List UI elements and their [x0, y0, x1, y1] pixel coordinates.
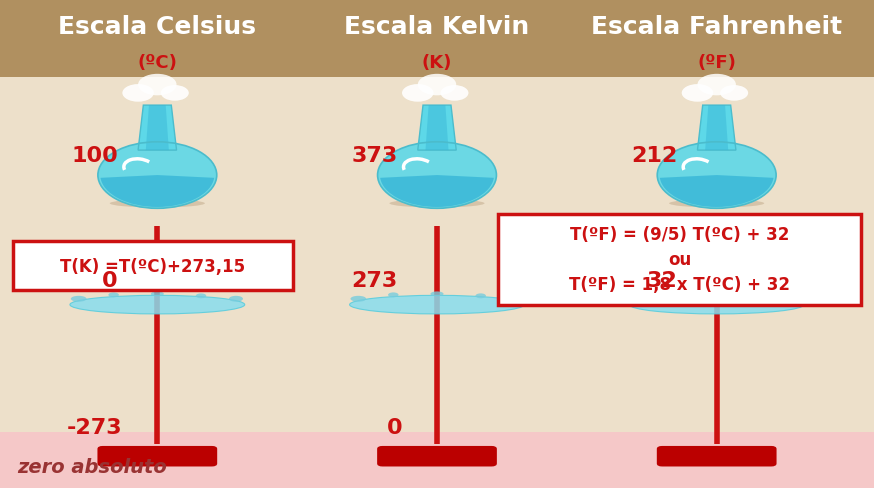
Ellipse shape — [350, 296, 524, 314]
Wedge shape — [660, 176, 773, 207]
Circle shape — [697, 75, 736, 96]
Polygon shape — [418, 106, 456, 151]
FancyBboxPatch shape — [378, 446, 496, 467]
Ellipse shape — [668, 293, 678, 298]
Circle shape — [378, 142, 496, 209]
Ellipse shape — [630, 296, 646, 302]
Ellipse shape — [71, 296, 87, 302]
Ellipse shape — [755, 294, 766, 299]
Circle shape — [720, 86, 748, 102]
Text: -273: -273 — [66, 417, 122, 437]
Circle shape — [122, 85, 154, 102]
Circle shape — [402, 85, 434, 102]
Circle shape — [418, 75, 456, 96]
Text: 0: 0 — [102, 271, 118, 290]
FancyBboxPatch shape — [498, 215, 861, 305]
Ellipse shape — [509, 296, 523, 302]
Polygon shape — [426, 106, 448, 151]
Ellipse shape — [229, 296, 243, 302]
Text: T(ºF) = (9/5) T(ºC) + 32
ou
T(ºF) = 1,8 x T(ºC) + 32: T(ºF) = (9/5) T(ºC) + 32 ou T(ºF) = 1,8 … — [569, 226, 790, 294]
Ellipse shape — [108, 293, 119, 298]
Ellipse shape — [390, 200, 484, 208]
Ellipse shape — [669, 200, 764, 208]
Text: T(K) =T(ºC)+273,15: T(K) =T(ºC)+273,15 — [60, 257, 246, 275]
Ellipse shape — [430, 292, 444, 297]
Ellipse shape — [629, 296, 804, 314]
FancyBboxPatch shape — [13, 242, 293, 290]
Text: (ºF): (ºF) — [697, 54, 736, 71]
Text: 273: 273 — [351, 271, 398, 290]
Ellipse shape — [710, 292, 723, 297]
Ellipse shape — [475, 294, 486, 299]
Polygon shape — [146, 106, 169, 151]
Ellipse shape — [196, 294, 206, 299]
Polygon shape — [138, 106, 177, 151]
Ellipse shape — [788, 296, 802, 302]
Text: Escala Celsius: Escala Celsius — [59, 15, 256, 40]
Ellipse shape — [350, 296, 366, 302]
Text: 0: 0 — [386, 417, 402, 437]
Text: (K): (K) — [422, 54, 452, 71]
Text: (ºC): (ºC) — [137, 54, 177, 71]
FancyBboxPatch shape — [97, 446, 217, 467]
Ellipse shape — [388, 293, 399, 298]
Bar — [0, 432, 874, 488]
FancyBboxPatch shape — [657, 446, 776, 467]
Circle shape — [98, 142, 217, 209]
Text: 100: 100 — [72, 146, 118, 166]
Ellipse shape — [70, 296, 245, 314]
Ellipse shape — [110, 200, 205, 208]
Ellipse shape — [150, 292, 164, 297]
Wedge shape — [101, 176, 214, 207]
Text: 32: 32 — [647, 271, 677, 290]
Circle shape — [161, 86, 189, 102]
Text: Escala Fahrenheit: Escala Fahrenheit — [591, 15, 843, 40]
Wedge shape — [380, 176, 494, 207]
Text: zero absoluto: zero absoluto — [17, 457, 167, 476]
Text: 212: 212 — [631, 146, 677, 166]
Bar — [0, 0, 874, 78]
Circle shape — [138, 75, 177, 96]
Text: Escala Kelvin: Escala Kelvin — [344, 15, 530, 40]
Polygon shape — [697, 106, 736, 151]
Polygon shape — [705, 106, 728, 151]
Circle shape — [682, 85, 713, 102]
Circle shape — [440, 86, 468, 102]
Circle shape — [657, 142, 776, 209]
Text: 373: 373 — [351, 146, 398, 166]
